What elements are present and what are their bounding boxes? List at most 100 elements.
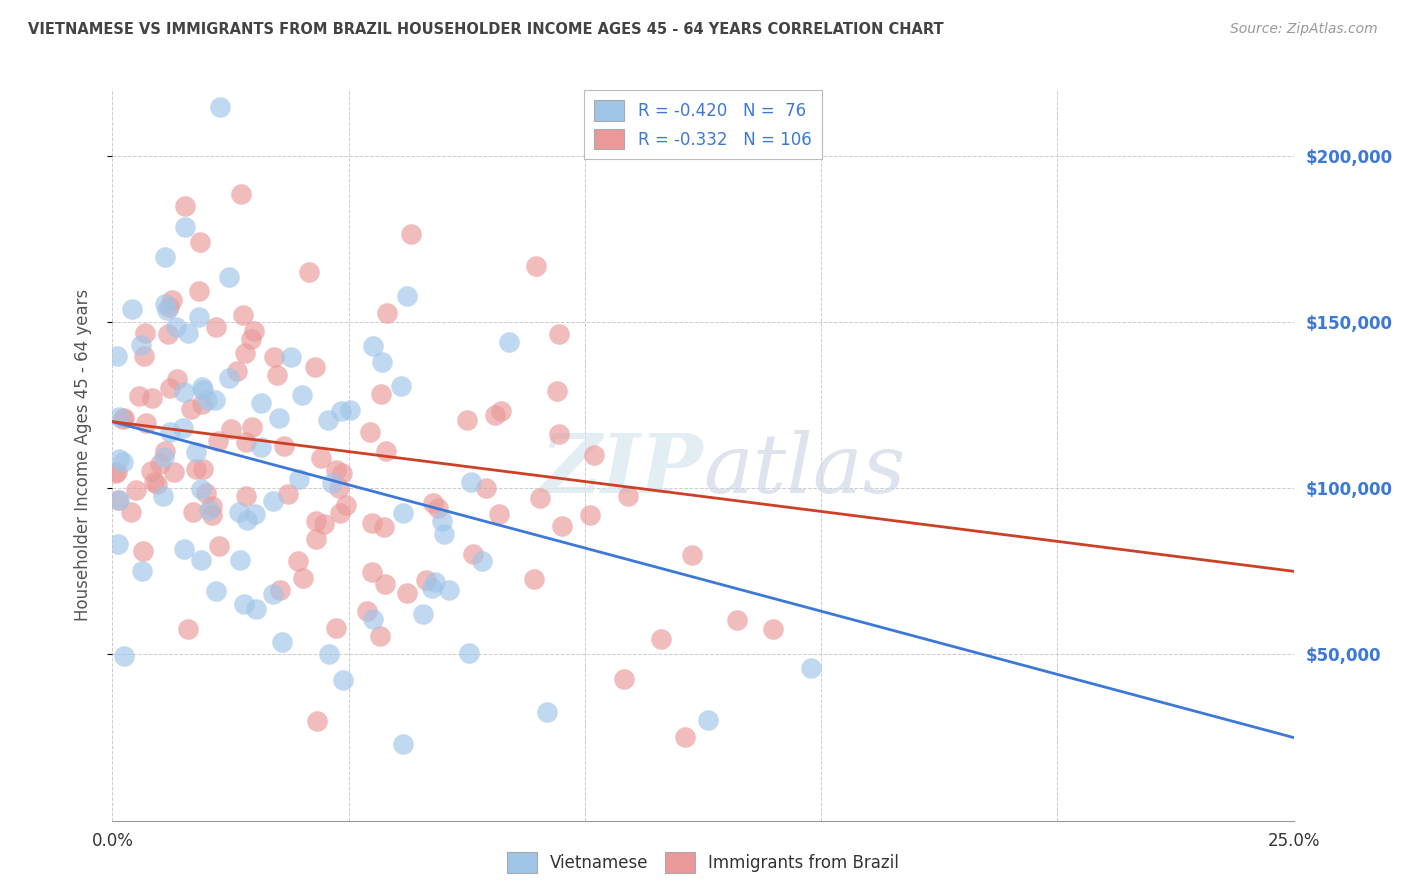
Point xyxy=(368,629,391,643)
Point xyxy=(159,381,181,395)
Point xyxy=(374,577,396,591)
Point xyxy=(112,648,135,663)
Point xyxy=(489,404,512,418)
Point xyxy=(229,553,252,567)
Point xyxy=(233,346,256,360)
Point xyxy=(427,500,450,515)
Point xyxy=(291,571,314,585)
Point xyxy=(280,350,302,364)
Point xyxy=(132,543,155,558)
Point xyxy=(273,439,295,453)
Point xyxy=(375,306,398,320)
Point xyxy=(107,537,129,551)
Point xyxy=(370,387,392,401)
Point xyxy=(173,541,195,556)
Point xyxy=(800,661,823,675)
Point xyxy=(583,448,606,462)
Point xyxy=(361,612,384,626)
Point xyxy=(181,505,204,519)
Point xyxy=(762,622,785,636)
Point xyxy=(725,613,748,627)
Point xyxy=(172,421,194,435)
Point xyxy=(139,464,162,478)
Point xyxy=(111,412,134,426)
Point xyxy=(546,384,568,398)
Point xyxy=(166,372,188,386)
Point xyxy=(547,427,569,442)
Point xyxy=(277,486,299,500)
Point xyxy=(219,422,242,436)
Y-axis label: Householder Income Ages 45 - 64 years: Householder Income Ages 45 - 64 years xyxy=(73,289,91,621)
Point xyxy=(430,515,453,529)
Point xyxy=(228,505,250,519)
Point xyxy=(311,451,333,466)
Point xyxy=(524,259,547,273)
Point xyxy=(360,516,382,531)
Point xyxy=(321,476,343,491)
Point xyxy=(681,548,703,562)
Point xyxy=(243,324,266,338)
Point xyxy=(697,713,720,727)
Point xyxy=(141,392,163,406)
Point xyxy=(235,513,257,527)
Text: VIETNAMESE VS IMMIGRANTS FROM BRAZIL HOUSEHOLDER INCOME AGES 45 - 64 YEARS CORRE: VIETNAMESE VS IMMIGRANTS FROM BRAZIL HOU… xyxy=(28,22,943,37)
Point xyxy=(415,574,437,588)
Point xyxy=(488,508,510,522)
Point xyxy=(155,297,177,311)
Legend: Vietnamese, Immigrants from Brazil: Vietnamese, Immigrants from Brazil xyxy=(501,846,905,880)
Point xyxy=(457,647,479,661)
Point xyxy=(155,444,177,458)
Point xyxy=(328,481,350,495)
Point xyxy=(266,368,288,383)
Point xyxy=(399,227,422,241)
Point xyxy=(142,475,165,489)
Point xyxy=(305,515,328,529)
Point xyxy=(579,508,602,523)
Point xyxy=(267,410,290,425)
Point xyxy=(243,508,266,522)
Point xyxy=(218,270,240,285)
Point xyxy=(498,334,520,349)
Point xyxy=(463,547,485,561)
Point xyxy=(195,486,218,500)
Point xyxy=(111,455,134,469)
Point xyxy=(551,519,574,533)
Point xyxy=(200,499,222,513)
Point xyxy=(187,284,209,298)
Point xyxy=(316,413,339,427)
Point xyxy=(218,371,240,385)
Point xyxy=(208,100,231,114)
Point xyxy=(207,434,229,448)
Point xyxy=(288,472,311,486)
Point xyxy=(240,419,263,434)
Point xyxy=(229,187,252,202)
Point xyxy=(173,385,195,400)
Point xyxy=(105,466,128,480)
Point xyxy=(191,380,214,394)
Point xyxy=(239,332,262,346)
Point xyxy=(456,413,478,427)
Legend: R = -0.420   N =  76, R = -0.332   N = 106: R = -0.420 N = 76, R = -0.332 N = 106 xyxy=(585,90,821,159)
Point xyxy=(232,308,254,322)
Point xyxy=(132,349,155,363)
Point xyxy=(318,648,340,662)
Point xyxy=(374,443,396,458)
Point xyxy=(198,502,221,516)
Point xyxy=(165,319,187,334)
Point xyxy=(325,621,347,635)
Point xyxy=(152,489,174,503)
Point xyxy=(191,397,214,411)
Point xyxy=(177,326,200,340)
Point xyxy=(356,604,378,618)
Point xyxy=(304,359,326,374)
Point xyxy=(107,492,129,507)
Point xyxy=(107,410,129,425)
Point xyxy=(330,466,353,480)
Point xyxy=(186,462,208,476)
Point xyxy=(422,496,444,510)
Point xyxy=(250,396,273,410)
Point xyxy=(361,339,384,353)
Point xyxy=(131,564,153,578)
Point xyxy=(204,393,226,408)
Point xyxy=(460,475,482,489)
